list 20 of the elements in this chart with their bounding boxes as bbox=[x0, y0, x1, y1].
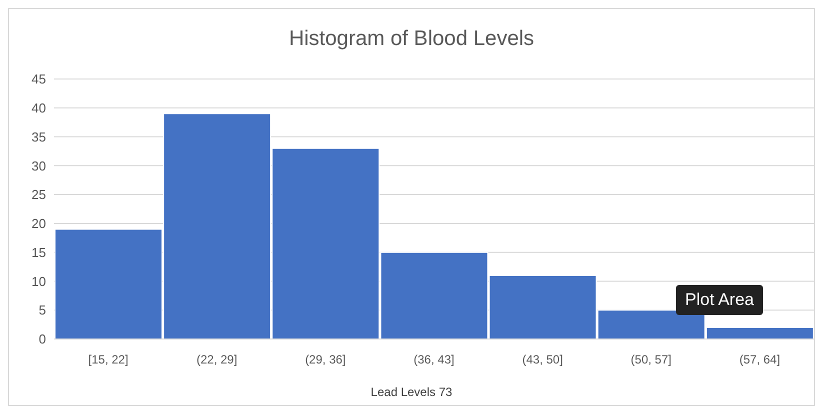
y-tick-label: 20 bbox=[32, 216, 46, 232]
y-tick-label: 30 bbox=[32, 158, 46, 174]
x-tick-label: (36, 43] bbox=[414, 352, 454, 367]
y-tick-label: 45 bbox=[32, 72, 46, 87]
y-tick-label: 10 bbox=[32, 274, 46, 289]
x-tick-label: (29, 36] bbox=[305, 352, 346, 367]
y-tick-label: 15 bbox=[32, 244, 46, 260]
x-tick-label: (57, 64] bbox=[739, 352, 780, 367]
x-axis-title: Lead Levels 73 bbox=[370, 385, 454, 399]
x-tick-label: [15, 22] bbox=[88, 352, 128, 367]
tooltip-box: Plot Area bbox=[676, 285, 763, 315]
y-tick-label: 25 bbox=[32, 187, 46, 202]
x-tick-label: (22, 29] bbox=[196, 352, 238, 367]
y-tick-label: 40 bbox=[32, 100, 46, 116]
x-tick-label: (43, 50] bbox=[522, 352, 563, 367]
y-tick-label: 35 bbox=[32, 129, 46, 144]
chart-title: Histogram of Blood Levels bbox=[288, 27, 536, 51]
y-tick-label: 5 bbox=[38, 302, 46, 318]
x-tick-label: (50, 57] bbox=[630, 352, 672, 367]
y-tick-label: 0 bbox=[38, 332, 46, 347]
